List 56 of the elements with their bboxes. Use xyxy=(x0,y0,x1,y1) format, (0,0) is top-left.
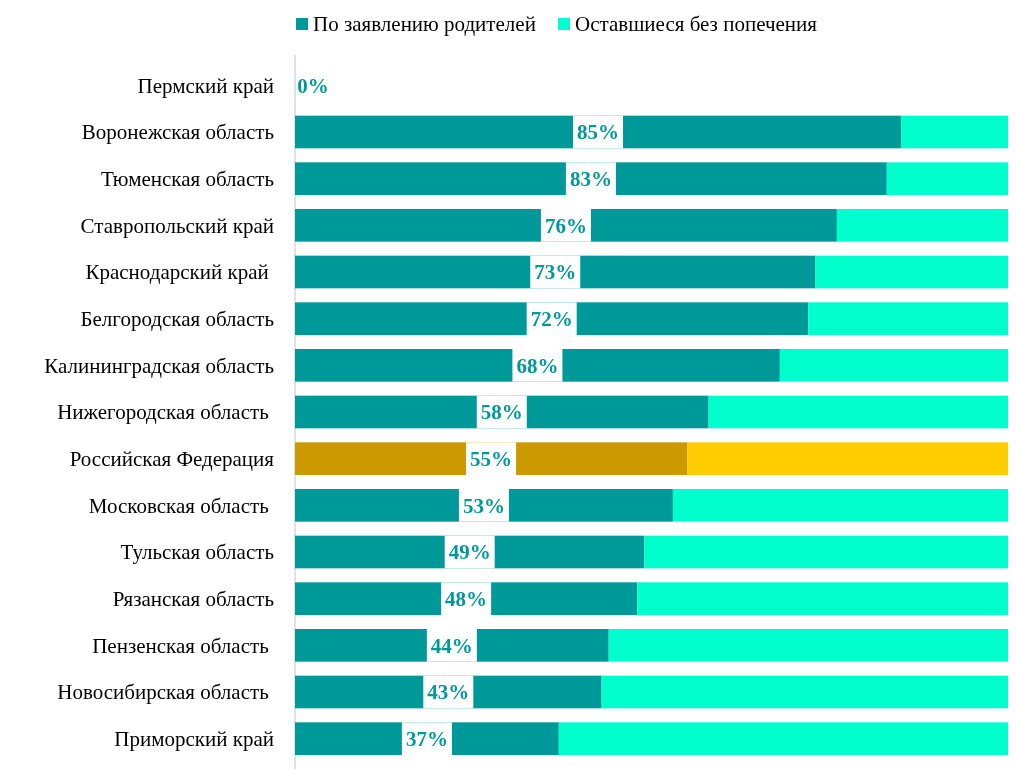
data-label: 83% xyxy=(569,167,612,192)
data-label: 43% xyxy=(427,680,470,705)
y-tick-label: Рязанская область xyxy=(112,587,274,612)
data-label: 0% xyxy=(297,73,329,98)
bar xyxy=(295,162,887,195)
data-label: 68% xyxy=(516,353,559,378)
data-label: 73% xyxy=(534,260,577,285)
y-tick-label: Российская Федерация xyxy=(69,447,275,472)
y-tick-label: Новосибирская область xyxy=(57,680,274,705)
data-label: 58% xyxy=(480,400,523,425)
y-tick-label: Ставропольский край xyxy=(80,213,274,238)
bar xyxy=(808,302,1008,335)
y-tick-label: Пермский край xyxy=(137,73,274,98)
bar xyxy=(637,582,1008,615)
data-label: 48% xyxy=(445,587,488,612)
bar xyxy=(295,115,902,149)
bar xyxy=(295,582,638,615)
y-tick-label: Тульская область xyxy=(120,540,274,565)
data-label: 55% xyxy=(470,447,513,472)
bar xyxy=(558,722,1008,755)
bar xyxy=(815,255,1008,289)
data-label: 44% xyxy=(430,633,473,658)
bar xyxy=(295,209,837,242)
data-label: 53% xyxy=(462,493,505,518)
data-label: 49% xyxy=(448,540,491,565)
y-tick-label: Воронежская область xyxy=(81,120,274,145)
bar xyxy=(295,349,780,382)
bar xyxy=(672,489,1008,522)
legend-label: По заявлению родителей xyxy=(313,12,536,37)
bar xyxy=(601,675,1008,709)
bar xyxy=(836,209,1008,242)
data-label: 37% xyxy=(405,727,448,752)
bar xyxy=(295,489,673,522)
y-tick-label: Краснодарский край xyxy=(85,260,274,285)
y-tick-label: Московская область xyxy=(88,493,274,518)
bar xyxy=(901,115,1008,149)
bar xyxy=(295,255,816,289)
bar xyxy=(295,442,688,475)
bar xyxy=(295,302,809,335)
data-label: 72% xyxy=(530,307,573,332)
bar xyxy=(644,535,1008,569)
data-label: 85% xyxy=(577,120,620,145)
bar xyxy=(295,395,709,429)
y-tick-label: Пензенская область xyxy=(92,633,274,658)
y-tick-label: Приморский край xyxy=(114,727,274,752)
legend-label: Оставшиеся без попечения xyxy=(575,12,818,37)
bar xyxy=(708,395,1008,429)
y-tick-label: Нижегородская область xyxy=(57,400,274,425)
y-tick-label: Тюменская область xyxy=(100,167,274,192)
bar xyxy=(687,442,1008,475)
y-tick-label: Калининградская область xyxy=(44,353,274,378)
bar xyxy=(779,349,1008,382)
y-tick-label: Белгородская область xyxy=(80,307,274,332)
bar xyxy=(886,162,1008,195)
data-label: 76% xyxy=(544,213,587,238)
bar xyxy=(608,629,1008,662)
